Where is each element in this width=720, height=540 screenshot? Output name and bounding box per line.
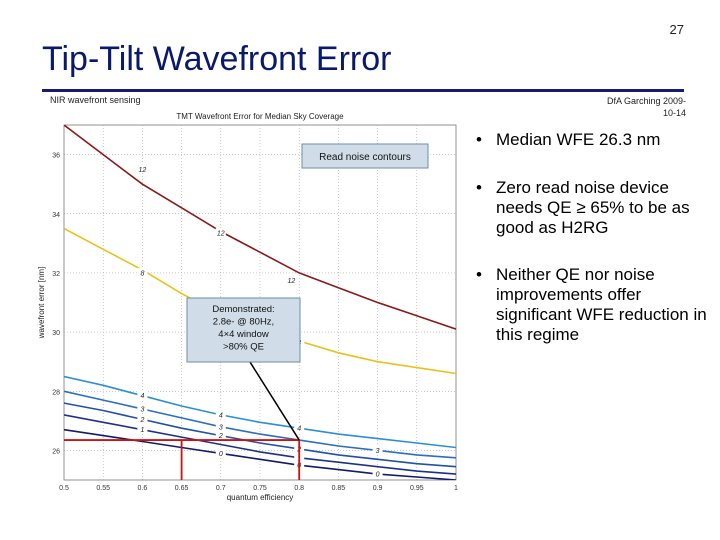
contour-label-bg: [137, 390, 148, 400]
demonstrated-callout-box: [186, 297, 301, 363]
subtitle-right: DfA Garching 2009- 10-14: [560, 95, 686, 119]
contour-label-bg: [286, 275, 297, 285]
series-line-5: [64, 414, 456, 475]
page-number: 27: [669, 22, 684, 37]
contour-label-bg: [215, 227, 226, 237]
bullet-dot-icon: •: [476, 178, 482, 197]
y-tick-label: 28: [52, 389, 60, 396]
chart-container: TMT Wavefront Error for Median Sky Cover…: [30, 105, 470, 510]
read-noise-callout-text: Read noise contours: [319, 152, 411, 163]
x-tick-label: 0.9: [373, 485, 383, 492]
x-tick-label: 0.75: [253, 485, 267, 492]
contour-label: 0: [376, 472, 380, 479]
read-noise-callout-box: [301, 143, 429, 169]
bullet-item: • Median WFE 26.3 nm: [466, 130, 716, 150]
demonstrated-pointer-line: [249, 361, 300, 441]
contour-label-bg: [137, 267, 148, 277]
contour-label: 12: [287, 278, 295, 285]
contour-label: 4: [297, 426, 301, 433]
contour-label-bg: [137, 424, 148, 434]
contour-label: 12: [139, 167, 147, 174]
bullet-dot-icon: •: [476, 130, 482, 149]
y-axis-label: wavefront error [nm]: [37, 267, 46, 340]
demonstrated-callout-line: 2.8e- @ 80Hz,: [213, 317, 274, 328]
bullet-text: Neither QE nor noise improvements offer …: [496, 265, 707, 344]
chart-title: TMT Wavefront Error for Median Sky Cover…: [176, 112, 344, 121]
y-tick-label: 36: [52, 153, 60, 160]
subtitle-left: NIR wavefront sensing: [50, 95, 141, 105]
bullet-text: Zero read noise device needs QE ≥ 65% to…: [496, 178, 690, 237]
contour-label-bg: [215, 430, 226, 440]
contour-label-bg: [215, 421, 226, 431]
contour-label: 3: [376, 448, 380, 455]
contour-label: 3: [219, 424, 223, 431]
x-tick-label: 0.8: [294, 485, 304, 492]
slide-title: Tip-Tilt Wavefront Error: [42, 40, 392, 78]
y-tick-label: 32: [52, 271, 60, 278]
x-tick-label: 0.95: [410, 485, 424, 492]
y-tick-label: 34: [52, 212, 60, 219]
series-line-0: [64, 125, 456, 330]
contour-label: 4: [219, 412, 223, 419]
x-axis-label: quantum efficiency: [227, 493, 294, 502]
contour-label: 2: [218, 433, 223, 440]
x-tick-label: 0.85: [332, 485, 346, 492]
y-tick-label: 26: [52, 448, 60, 455]
demonstrated-callout-line: 4×4 window: [218, 329, 269, 340]
subtitle-right-line1: DfA Garching 2009-: [606, 96, 686, 106]
contour-label: 2: [139, 417, 144, 424]
contour-label: 0: [219, 451, 223, 458]
series-line-2: [64, 375, 456, 449]
demonstrated-callout-line: Demonstrated:: [212, 304, 274, 315]
x-tick-label: 0.5: [59, 485, 69, 492]
series-line-4: [64, 402, 456, 468]
x-tick-label: 0.65: [175, 485, 189, 492]
contour-label-bg: [137, 404, 148, 413]
contour-label-bg: [137, 164, 148, 174]
contour-label: 3: [140, 407, 144, 414]
bullet-list: • Median WFE 26.3 nm • Zero read noise dev…: [466, 130, 716, 373]
contour-label-bg: [294, 423, 305, 433]
bullet-item: • Neither QE nor noise improvements offer…: [466, 265, 716, 345]
contour-label-bg: [215, 448, 226, 458]
bullet-text: Median WFE 26.3 nm: [496, 130, 661, 149]
contour-label-bg: [372, 469, 383, 479]
contour-label: 12: [217, 230, 225, 237]
x-tick-label: 0.6: [138, 485, 148, 492]
contour-label-bg: [215, 409, 226, 419]
x-tick-label: 1: [454, 485, 458, 492]
contour-label: 4: [140, 393, 144, 400]
bullet-dot-icon: •: [476, 265, 482, 284]
series-line-3: [64, 390, 456, 459]
wavefront-error-chart: TMT Wavefront Error for Median Sky Cover…: [37, 112, 458, 502]
contour-label-bg: [372, 445, 383, 455]
x-tick-label: 0.7: [216, 485, 226, 492]
y-tick-label: 30: [52, 330, 60, 337]
x-tick-label: 0.55: [96, 485, 110, 492]
subtitle-right-line2: 10-14: [662, 108, 686, 118]
contour-label-bg: [137, 414, 148, 424]
bullet-item: • Zero read noise device needs QE ≥ 65% t…: [466, 178, 716, 238]
demonstrated-callout-line: >80% QE: [223, 342, 264, 353]
title-rule: [42, 89, 684, 92]
contour-label: 1: [140, 427, 144, 434]
contour-label: 8: [140, 270, 144, 277]
